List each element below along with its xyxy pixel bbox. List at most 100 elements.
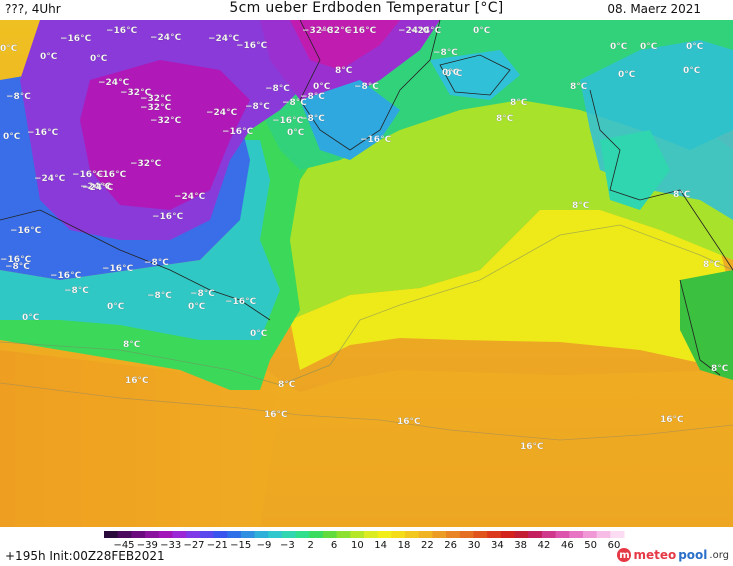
colorbar-swatch: [254, 531, 269, 538]
isotherm-label: 16°C: [397, 417, 421, 427]
isotherm-label: 16°C: [660, 415, 684, 425]
isotherm-label: −16°C: [272, 116, 304, 126]
isotherm-label: −8°C: [64, 286, 89, 296]
band-yellow: [290, 210, 733, 370]
isotherm-label: −32°C: [140, 94, 172, 104]
forecast-date: 08. Maerz 2021: [607, 2, 701, 16]
iberia-region: [680, 270, 733, 380]
colorbar-tick-label: 10: [351, 540, 364, 549]
isotherm-label: −32°C: [150, 116, 182, 126]
colorbar-swatch: [432, 531, 447, 538]
header-bar: ???, 4Uhr 5cm ueber Erdboden Temperatur …: [0, 0, 733, 20]
isotherm-label: −24°C: [410, 26, 442, 36]
colorbar-swatch: [541, 531, 557, 538]
colorbar-swatch: [322, 531, 338, 538]
isotherm-label: −8°C: [354, 82, 379, 92]
colorbar-swatch: [405, 531, 420, 538]
isotherm-label: −16°C: [222, 127, 254, 137]
isotherm-label: −32°C: [302, 26, 334, 36]
contour-line-16: [0, 382, 733, 441]
colorbar-swatch: [555, 531, 570, 538]
run-info: +195h Init:00Z28FEB2021: [5, 549, 165, 563]
isotherm-label: −8°C: [190, 289, 215, 299]
isotherm-label: 0°C: [473, 26, 491, 36]
colorbar-tick-label: 18: [398, 540, 411, 549]
colorbar-tick-label: −15: [230, 540, 251, 549]
isotherm-label: 0°C: [188, 302, 206, 312]
colorbar-tick-label: 14: [374, 540, 387, 549]
map-title: 5cm ueber Erdboden Temperatur [°C]: [229, 0, 504, 16]
colorbar-swatch: [131, 531, 146, 538]
colorbar-swatch: [281, 531, 297, 538]
isotherm-label: 8°C: [496, 114, 514, 124]
colorbar-swatch: [473, 531, 488, 538]
colorbar-tick-label: −9: [257, 540, 272, 549]
isotherm-label: 0°C: [686, 42, 704, 52]
colorbar-swatch: [268, 531, 283, 538]
colorbar-swatch: [295, 531, 310, 538]
isotherm-label: −32°C: [140, 103, 172, 113]
colorbar-swatch: [240, 531, 256, 538]
colorbar-swatch: [569, 531, 584, 538]
isotherm-label: 8°C: [711, 364, 729, 374]
colorbar-tick-label: 38: [514, 540, 527, 549]
meteopool-logo[interactable]: m meteo pool .org: [617, 547, 729, 563]
colorbar-swatch: [117, 531, 132, 538]
isotherm-label: 8°C: [123, 340, 141, 350]
isotherm-label: −8°C: [144, 258, 169, 268]
colorbar-swatch: [199, 531, 214, 538]
coastline-canada: [0, 209, 271, 321]
colorbar-tick-label: 26: [444, 540, 457, 549]
colorbar-swatch: [446, 531, 461, 538]
isotherm-label: 0°C: [287, 128, 305, 138]
logo-text-pool: pool: [678, 548, 708, 562]
isotherm-label: −32°C: [120, 88, 152, 98]
band-magenta: [80, 60, 250, 210]
colorbar-swatch: [459, 531, 474, 538]
colorbar-tick-label: 60: [608, 540, 621, 549]
isotherm-label: −16°C: [360, 135, 392, 145]
isotherm-label: −24°C: [82, 183, 114, 193]
colorbar-tick-label: −3: [280, 540, 295, 549]
isotherm-label: −8°C: [300, 92, 325, 102]
isotherm-label: −24°C: [34, 174, 66, 184]
isotherm-label: 16°C: [125, 376, 149, 386]
isotherm-label: 0°C: [0, 44, 18, 54]
colorbar-swatch: [309, 531, 324, 538]
isotherm-label: −16°C: [102, 264, 134, 274]
colorbar-swatch: [500, 531, 516, 538]
isotherm-label: −32°C: [320, 26, 352, 36]
isotherm-label: 0°C: [683, 66, 701, 76]
isotherm-label: −16°C: [152, 212, 184, 222]
isotherm-label: −8°C: [433, 48, 458, 58]
band-orange: [0, 330, 733, 527]
colorbar-tick-label: −45: [113, 540, 134, 549]
logo-text-meteo: meteo: [633, 548, 677, 562]
isotherm-label: −16°C: [27, 128, 59, 138]
colorbar-swatch: [186, 531, 201, 538]
isotherm-label: 8°C: [673, 190, 691, 200]
isotherm-label: 16°C: [264, 410, 288, 420]
isotherm-label: 8°C: [510, 98, 528, 108]
isotherm-label: −16°C: [50, 271, 82, 281]
isotherm-label: 8°C: [703, 260, 721, 270]
colorbar-swatch: [377, 531, 392, 538]
colorbar-swatch: [213, 531, 228, 538]
colorbar-tick-label: −39: [137, 540, 158, 549]
isotherm-label: −24°C: [398, 26, 430, 36]
isotherm-label: −24°C: [98, 78, 130, 88]
colorbar-swatch: [582, 531, 598, 538]
isotherm-label: −16°C: [95, 170, 127, 180]
isotherm-label: 0°C: [107, 302, 125, 312]
isotherm-label: −8°C: [245, 102, 270, 112]
colorbar-tick-label: −33: [160, 540, 181, 549]
logo-text-org: .org: [709, 549, 729, 561]
temperature-map[interactable]: 0°C−16°C−16°C−24°C −24°C−16°C0°C 0°C−8°C0°…: [0, 20, 733, 527]
colorbar-swatch: [514, 531, 529, 538]
isotherm-label: −16°C: [236, 41, 268, 51]
coastline-iberia: [679, 279, 721, 376]
isotherm-label: 0°C: [90, 54, 108, 64]
isotherm-label: 0°C: [313, 82, 331, 92]
colorbar-legend: −45 −39 −33 −27 −21 −15 −9 −3 2 6 10 14 18 22 26 30 34 38…: [104, 531, 625, 549]
colorbar-swatch: [610, 531, 625, 538]
